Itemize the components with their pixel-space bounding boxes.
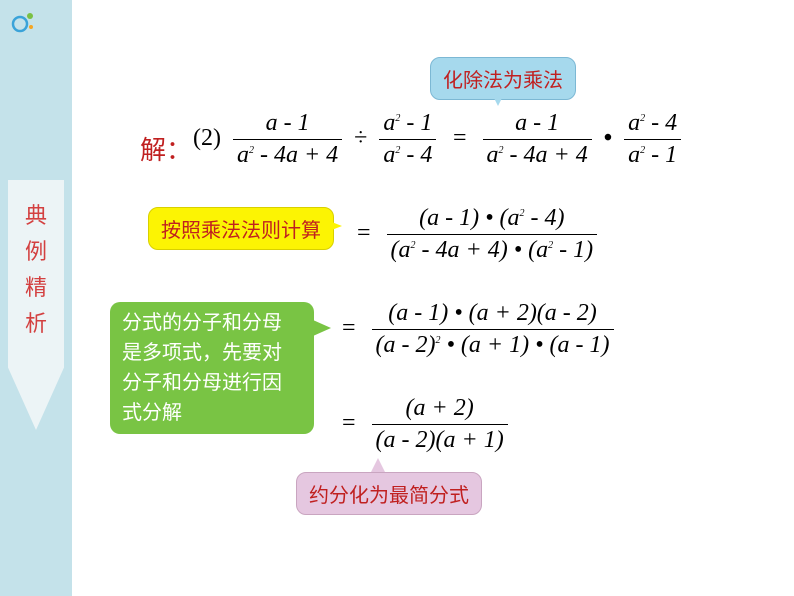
l1r-f1-den-r: - 4a + 4 (504, 142, 588, 168)
sidebar-char-2: 例 (25, 234, 47, 270)
callout-green-tail (313, 320, 331, 336)
callout-purple: 约分化为最简分式 (296, 472, 482, 515)
l1r-f2-num-a: a (628, 110, 640, 136)
l1r-f2-den-a: a (628, 142, 640, 168)
sidebar: 典 例 精 析 (0, 0, 72, 596)
green-line1: 分式的分子和分母 (122, 308, 302, 338)
sidebar-char-1: 典 (25, 198, 47, 234)
callout-yellow-tail (324, 219, 342, 233)
solution-label: 解： (140, 130, 192, 167)
l1r-f2-num-r: - 4 (645, 110, 677, 136)
l4-num: (a + 2) (406, 395, 474, 421)
l2-den-p1: (a (391, 237, 411, 263)
l1r-f1-num: a - 1 (515, 110, 559, 136)
green-line2: 是多项式，先要对 (122, 338, 302, 368)
logo-icon (10, 8, 38, 36)
problem-number: (2) (191, 125, 223, 151)
green-line4: 式分解 (122, 398, 302, 428)
l1r-f2-den-r: - 1 (645, 142, 677, 168)
sidebar-title-box: 典 例 精 析 (8, 180, 64, 430)
green-line3: 分子和分母进行因 (122, 368, 302, 398)
div-op: ÷ (352, 125, 369, 151)
l2-den-p3: - 1) (553, 237, 593, 263)
l3-num: (a - 1) • (a + 2)(a - 2) (388, 300, 597, 326)
callout-yellow: 按照乘法法则计算 (148, 207, 334, 250)
eq1: = (447, 125, 473, 151)
l1r-f1-den-a: a (487, 142, 499, 168)
l1-f2-den-a: a (383, 142, 395, 168)
eq3: = (336, 315, 362, 341)
callout-blue-text: 化除法为乘法 (443, 70, 563, 92)
l1-f2-num-a: a (383, 110, 395, 136)
l1-f1-num: a - 1 (266, 110, 310, 136)
math-line-2: = (a - 1) • (a2 - 4) (a2 - 4a + 4) • (a2… (351, 205, 601, 264)
l2-num-p2: - 4) (525, 205, 565, 231)
l1-f1-den-a: a (237, 142, 249, 168)
callout-purple-text: 约分化为最简分式 (309, 485, 469, 507)
math-line-1-left: (2) a - 1 a2 - 4a + 4 ÷ a2 - 1 a2 - 4 (191, 110, 440, 169)
l3-den-p2: • (a + 1) • (a - 1) (441, 332, 610, 358)
l3-den-p1: (a - 2) (376, 332, 436, 358)
eq2: = (351, 220, 377, 246)
math-line-4: = (a + 2) (a - 2)(a + 1) (336, 395, 512, 454)
math-line-1-right: = a - 1 a2 - 4a + 4 • a2 - 4 a2 - 1 (447, 110, 685, 169)
l1-f2-den-r: - 4 (400, 142, 432, 168)
callout-blue-tail (490, 90, 506, 106)
callout-green: 分式的分子和分母 是多项式，先要对 分子和分母进行因 式分解 (110, 302, 314, 434)
sidebar-char-4: 析 (25, 306, 47, 342)
l2-num-p1: (a - 1) • (a (419, 205, 519, 231)
l4-den: (a - 2)(a + 1) (376, 427, 504, 453)
eq4: = (336, 410, 362, 436)
dot-op: • (602, 125, 614, 151)
sidebar-char-3: 精 (25, 270, 47, 306)
l1-f1-den-r: - 4a + 4 (254, 142, 338, 168)
l1-f2-num-r: - 1 (400, 110, 432, 136)
math-line-3: = (a - 1) • (a + 2)(a - 2) (a - 2)2 • (a… (336, 300, 618, 359)
l2-den-p2: - 4a + 4) • (a (416, 237, 549, 263)
callout-yellow-text: 按照乘法法则计算 (161, 220, 321, 242)
